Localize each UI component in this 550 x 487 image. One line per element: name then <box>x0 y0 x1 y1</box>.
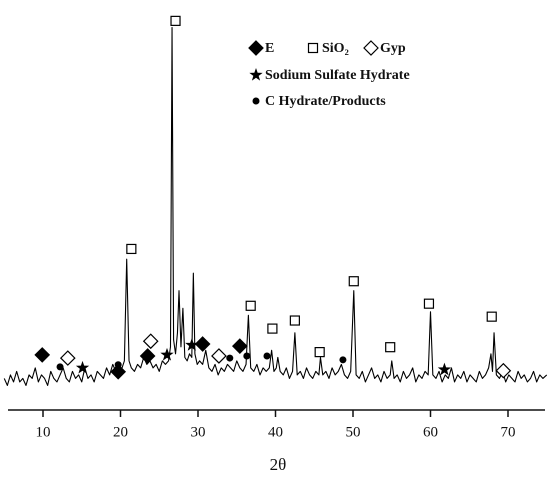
x-tick-label: 50 <box>346 424 361 440</box>
phase-marker <box>34 347 51 363</box>
phase-marker <box>263 352 271 360</box>
phase-marker <box>160 347 174 361</box>
phase-marker <box>289 315 300 326</box>
xrd-pattern <box>3 26 548 386</box>
legend-symbol <box>248 40 264 56</box>
legend-symbol <box>307 42 319 54</box>
x-axis-label: 2θ <box>270 455 287 474</box>
phase-marker <box>170 15 181 26</box>
phase-marker <box>232 338 248 354</box>
legend-label: Gyp <box>380 41 406 56</box>
legend-label: SiO₂ <box>322 41 349 56</box>
phase-marker <box>185 338 199 351</box>
phase-marker <box>194 336 211 352</box>
phase-marker <box>59 350 76 366</box>
legend-symbol <box>252 97 260 105</box>
phase-marker <box>110 363 127 380</box>
phase-marker <box>126 243 137 255</box>
phase-marker <box>385 342 396 353</box>
x-tick-label: 30 <box>191 424 206 440</box>
legend-label: Sodium Sulfate Hydrate <box>265 68 410 83</box>
phase-marker <box>486 311 497 322</box>
phase-marker <box>495 362 512 379</box>
x-tick-label: 40 <box>268 424 283 440</box>
phase-marker <box>348 276 359 287</box>
legend-symbol <box>363 40 379 56</box>
phase-marker <box>226 354 234 362</box>
phase-marker <box>211 348 227 364</box>
x-tick-label: 20 <box>113 424 128 440</box>
phase-marker <box>437 362 452 376</box>
phase-marker <box>142 333 159 350</box>
phase-marker <box>114 361 122 369</box>
phase-marker <box>139 348 156 364</box>
phase-marker <box>339 356 347 364</box>
phase-marker <box>423 298 435 309</box>
phase-marker <box>75 360 90 374</box>
x-tick-label: 10 <box>36 424 51 440</box>
x-tick-label: 70 <box>501 424 516 440</box>
legend-label: C Hydrate/Products <box>265 94 386 109</box>
phase-marker <box>314 347 325 358</box>
phase-marker <box>245 300 256 311</box>
phase-marker <box>267 323 278 334</box>
phase-marker <box>243 352 251 360</box>
x-tick-label: 60 <box>423 424 438 440</box>
legend-symbol <box>249 68 263 81</box>
legend-label: E <box>265 41 274 56</box>
phase-marker <box>56 363 64 371</box>
